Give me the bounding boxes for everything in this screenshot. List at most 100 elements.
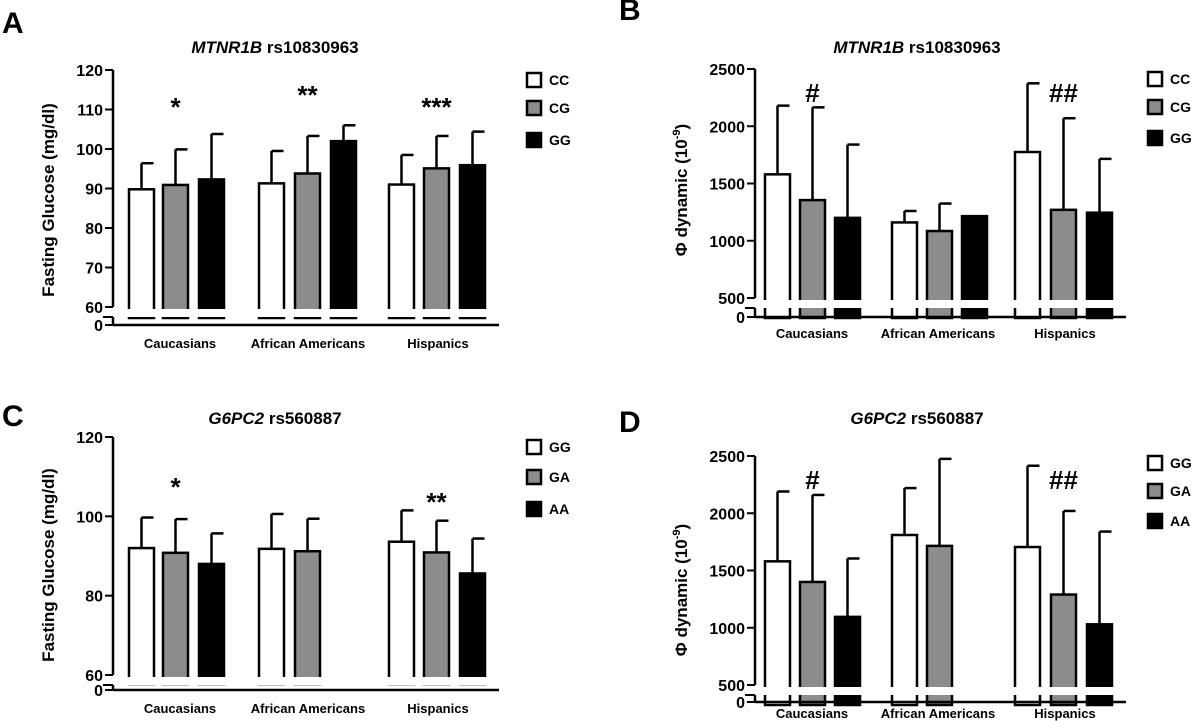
y-tick-label: 1000 [709,234,745,251]
legend-label: GG [549,132,571,148]
x-tick-label: Caucasians [776,706,848,721]
panel-letter: C [2,400,24,433]
x-tick-label: African Americans [251,336,365,351]
y-tick-label: 100 [76,142,103,159]
bar [293,549,322,686]
y-tick-label: 0 [736,310,745,327]
y-label-text: Φ dynamic (10 [672,539,691,656]
y-tick-label: 500 [718,678,745,695]
legend-label: AA [549,501,569,517]
title-snp: rs560887 [906,409,984,428]
legend-label: CG [1170,99,1191,115]
bar [387,540,416,686]
y-label-close: ) [672,124,691,130]
bar [925,544,954,707]
y-axis-label: Φ dynamic (10-9) [671,524,691,656]
legend-swatch [1146,482,1164,500]
legend-label: CC [549,72,569,88]
legend-swatch [1146,454,1164,472]
y-tick-label: 0 [94,683,103,700]
legend-label: AA [1170,513,1190,529]
y-axis-label: Fasting Glucose (mg/dl) [39,468,58,662]
y-tick-label: 80 [85,221,103,238]
legend-swatch [525,131,543,149]
bar [329,139,358,320]
legend-swatch [1146,512,1164,530]
y-label-exponent: -9 [671,129,683,139]
bar [1013,150,1042,320]
bar [890,533,919,707]
x-tick-label: Caucasians [776,326,848,341]
y-tick-label: 2500 [709,449,745,466]
bar [197,178,226,320]
significance-marker: ** [426,487,447,517]
significance-marker: ## [1049,465,1078,495]
bar [763,173,792,320]
panel-letter: B [619,0,641,27]
chart-title: G6PC2 rs560887 [208,409,341,428]
y-tick-label: 120 [76,63,103,80]
significance-marker: *** [421,92,452,122]
y-tick-label: 100 [76,509,103,526]
significance-marker: ## [1049,78,1078,108]
panel-letter: A [2,7,24,40]
bar [257,547,286,686]
bar [161,183,190,320]
axis-break-gap [107,677,675,685]
y-tick-label: 60 [85,300,103,317]
x-tick-label: Caucasians [144,701,216,716]
y-tick-label: 1500 [709,564,745,581]
chart-title: MTNR1B rs10830963 [191,38,358,57]
y-tick-label: 0 [94,318,103,335]
y-tick-label: 70 [85,261,103,278]
y-label-text: Φ dynamic (10 [672,139,691,256]
y-tick-label: 90 [85,182,103,199]
bar [1013,545,1042,707]
bar [127,188,156,320]
y-tick-label: 2500 [709,62,745,79]
axis-break-gap [749,300,1196,308]
legend-swatch [525,71,543,89]
significance-marker: * [170,92,181,122]
title-snp: rs10830963 [904,38,1000,57]
y-tick-label: 1500 [709,177,745,194]
legend-swatch [525,468,543,486]
legend-label: GG [549,439,571,455]
chart-title: MTNR1B rs10830963 [833,38,1000,57]
x-tick-label: Caucasians [144,336,216,351]
bar [161,551,190,686]
y-tick-label: 0 [736,695,745,712]
y-label-exponent: -9 [671,529,683,539]
title-snp: rs560887 [264,409,342,428]
legend-label: GA [1170,483,1191,499]
x-tick-label: Hispanics [407,701,468,716]
legend-swatch [1146,70,1164,88]
bar [422,167,451,320]
legend-swatch [525,99,543,117]
y-tick-label: 110 [77,103,103,120]
x-tick-label: Hispanics [1034,706,1095,721]
bar [458,572,487,686]
bar [293,172,322,320]
significance-marker: # [805,78,820,108]
legend-label: GA [549,469,570,485]
significance-marker: # [805,465,820,495]
axis-break-gap [107,309,675,317]
panel-d: D G6PC2 rs560887 Φ dynamic (10-9) 500 1000 15… [619,406,1196,721]
title-gene: G6PC2 [850,409,906,428]
bar [127,546,156,686]
y-tick-label: 80 [85,589,103,606]
significance-marker: * [170,472,181,502]
x-tick-label: African Americans [881,706,995,721]
axis-break-gap [749,687,1196,695]
bar [763,560,792,707]
legend-label: GG [1170,455,1192,471]
panel-a: A MTNR1B rs10830963 Fasting Glucose (mg/dl… [2,7,675,351]
y-axis-label: Fasting Glucose (mg/dl) [39,103,58,297]
x-tick-label: African Americans [251,701,365,716]
legend-swatch [525,438,543,456]
panel-letter: D [619,406,641,439]
legend-swatch [525,500,543,518]
y-tick-label: 2000 [709,506,745,523]
title-gene: MTNR1B [191,38,262,57]
